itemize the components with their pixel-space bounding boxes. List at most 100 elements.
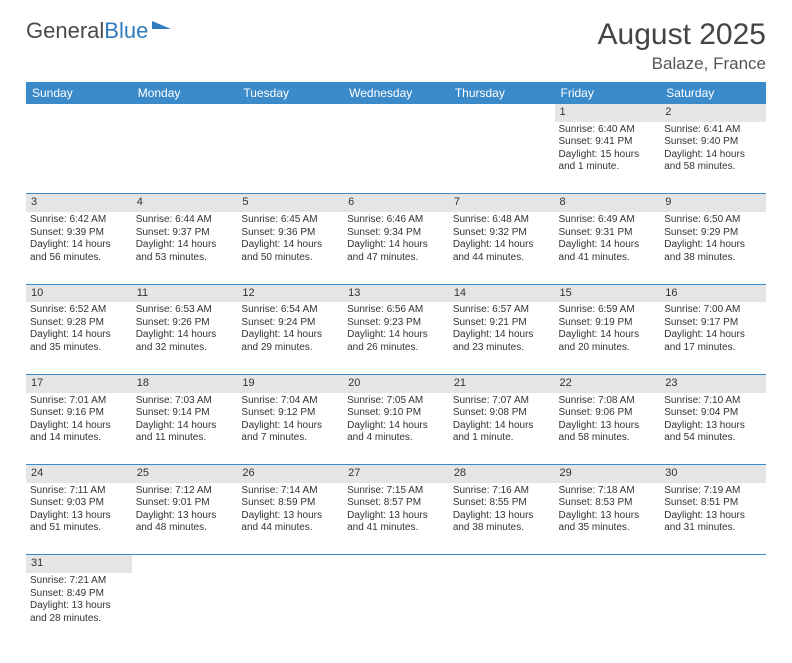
daylight-text: Daylight: 14 hours and 56 minutes. bbox=[30, 239, 128, 264]
day-number-cell: 8 bbox=[555, 194, 661, 212]
day-number-cell bbox=[343, 555, 449, 573]
sunrise-text: Sunrise: 6:44 AM bbox=[136, 214, 234, 227]
sunrise-text: Sunrise: 6:45 AM bbox=[241, 214, 339, 227]
sunrise-text: Sunrise: 7:15 AM bbox=[347, 485, 445, 498]
daylight-text: Daylight: 14 hours and 32 minutes. bbox=[136, 329, 234, 354]
sunrise-text: Sunrise: 7:03 AM bbox=[136, 395, 234, 408]
day-number-cell: 4 bbox=[132, 194, 238, 212]
day-number-cell: 22 bbox=[555, 374, 661, 392]
sunset-text: Sunset: 9:37 PM bbox=[136, 227, 234, 240]
sunset-text: Sunset: 9:08 PM bbox=[453, 407, 551, 420]
daylight-text: Daylight: 14 hours and 11 minutes. bbox=[136, 420, 234, 445]
day-content-cell: Sunrise: 7:21 AMSunset: 8:49 PMDaylight:… bbox=[26, 573, 132, 645]
day-content-row: Sunrise: 7:11 AMSunset: 9:03 PMDaylight:… bbox=[26, 483, 766, 555]
daylight-text: Daylight: 13 hours and 38 minutes. bbox=[453, 510, 551, 535]
day-number-cell: 24 bbox=[26, 465, 132, 483]
day-number-cell: 7 bbox=[449, 194, 555, 212]
day-content-cell: Sunrise: 7:18 AMSunset: 8:53 PMDaylight:… bbox=[555, 483, 661, 555]
day-header-row: Sunday Monday Tuesday Wednesday Thursday… bbox=[26, 82, 766, 104]
daynum-row: 12 bbox=[26, 104, 766, 122]
day-content-cell bbox=[343, 122, 449, 194]
day-content-cell: Sunrise: 6:44 AMSunset: 9:37 PMDaylight:… bbox=[132, 212, 238, 284]
day-content-cell: Sunrise: 7:14 AMSunset: 8:59 PMDaylight:… bbox=[237, 483, 343, 555]
day-content-row: Sunrise: 6:40 AMSunset: 9:41 PMDaylight:… bbox=[26, 122, 766, 194]
sunset-text: Sunset: 8:55 PM bbox=[453, 497, 551, 510]
sunrise-text: Sunrise: 6:49 AM bbox=[559, 214, 657, 227]
sunrise-text: Sunrise: 6:46 AM bbox=[347, 214, 445, 227]
day-content-cell: Sunrise: 6:49 AMSunset: 9:31 PMDaylight:… bbox=[555, 212, 661, 284]
location: Balaze, France bbox=[598, 54, 766, 74]
day-content-row: Sunrise: 6:42 AMSunset: 9:39 PMDaylight:… bbox=[26, 212, 766, 284]
logo: GeneralBlue bbox=[26, 18, 173, 44]
daylight-text: Daylight: 14 hours and 35 minutes. bbox=[30, 329, 128, 354]
day-content-cell: Sunrise: 7:05 AMSunset: 9:10 PMDaylight:… bbox=[343, 393, 449, 465]
sunset-text: Sunset: 9:04 PM bbox=[664, 407, 762, 420]
sunrise-text: Sunrise: 6:57 AM bbox=[453, 304, 551, 317]
title-block: August 2025 Balaze, France bbox=[598, 18, 766, 74]
day-number-cell: 29 bbox=[555, 465, 661, 483]
day-content-cell bbox=[132, 122, 238, 194]
day-header: Monday bbox=[132, 82, 238, 104]
day-number-cell: 16 bbox=[660, 284, 766, 302]
sunset-text: Sunset: 9:16 PM bbox=[30, 407, 128, 420]
day-content-cell bbox=[660, 573, 766, 645]
daylight-text: Daylight: 14 hours and 53 minutes. bbox=[136, 239, 234, 264]
sunrise-text: Sunrise: 7:19 AM bbox=[664, 485, 762, 498]
day-number-cell: 6 bbox=[343, 194, 449, 212]
day-content-cell: Sunrise: 7:04 AMSunset: 9:12 PMDaylight:… bbox=[237, 393, 343, 465]
sunrise-text: Sunrise: 7:21 AM bbox=[30, 575, 128, 588]
sunset-text: Sunset: 8:49 PM bbox=[30, 588, 128, 601]
day-content-cell: Sunrise: 6:45 AMSunset: 9:36 PMDaylight:… bbox=[237, 212, 343, 284]
daylight-text: Daylight: 14 hours and 41 minutes. bbox=[559, 239, 657, 264]
day-content-cell: Sunrise: 6:48 AMSunset: 9:32 PMDaylight:… bbox=[449, 212, 555, 284]
daylight-text: Daylight: 13 hours and 28 minutes. bbox=[30, 600, 128, 625]
day-content-cell: Sunrise: 7:07 AMSunset: 9:08 PMDaylight:… bbox=[449, 393, 555, 465]
header: GeneralBlue August 2025 Balaze, France bbox=[26, 18, 766, 74]
day-content-cell: Sunrise: 7:08 AMSunset: 9:06 PMDaylight:… bbox=[555, 393, 661, 465]
daylight-text: Daylight: 13 hours and 54 minutes. bbox=[664, 420, 762, 445]
daylight-text: Daylight: 14 hours and 29 minutes. bbox=[241, 329, 339, 354]
daylight-text: Daylight: 14 hours and 58 minutes. bbox=[664, 149, 762, 174]
sunset-text: Sunset: 9:17 PM bbox=[664, 317, 762, 330]
day-content-cell: Sunrise: 6:41 AMSunset: 9:40 PMDaylight:… bbox=[660, 122, 766, 194]
day-number-cell bbox=[132, 104, 238, 122]
logo-text-2: Blue bbox=[104, 18, 148, 44]
day-content-cell: Sunrise: 6:46 AMSunset: 9:34 PMDaylight:… bbox=[343, 212, 449, 284]
daylight-text: Daylight: 14 hours and 7 minutes. bbox=[241, 420, 339, 445]
day-content-row: Sunrise: 7:21 AMSunset: 8:49 PMDaylight:… bbox=[26, 573, 766, 645]
day-number-cell: 13 bbox=[343, 284, 449, 302]
sunset-text: Sunset: 9:26 PM bbox=[136, 317, 234, 330]
daylight-text: Daylight: 13 hours and 44 minutes. bbox=[241, 510, 339, 535]
daynum-row: 3456789 bbox=[26, 194, 766, 212]
day-content-cell: Sunrise: 7:03 AMSunset: 9:14 PMDaylight:… bbox=[132, 393, 238, 465]
day-header: Saturday bbox=[660, 82, 766, 104]
daylight-text: Daylight: 14 hours and 50 minutes. bbox=[241, 239, 339, 264]
day-number-cell: 23 bbox=[660, 374, 766, 392]
day-number-cell: 11 bbox=[132, 284, 238, 302]
sunset-text: Sunset: 9:32 PM bbox=[453, 227, 551, 240]
sunrise-text: Sunrise: 6:41 AM bbox=[664, 124, 762, 137]
day-number-cell: 2 bbox=[660, 104, 766, 122]
sunrise-text: Sunrise: 7:11 AM bbox=[30, 485, 128, 498]
sunrise-text: Sunrise: 7:05 AM bbox=[347, 395, 445, 408]
day-number-cell: 27 bbox=[343, 465, 449, 483]
day-content-cell: Sunrise: 6:42 AMSunset: 9:39 PMDaylight:… bbox=[26, 212, 132, 284]
day-header: Sunday bbox=[26, 82, 132, 104]
sunrise-text: Sunrise: 6:40 AM bbox=[559, 124, 657, 137]
day-content-cell bbox=[449, 122, 555, 194]
day-content-cell: Sunrise: 6:57 AMSunset: 9:21 PMDaylight:… bbox=[449, 302, 555, 374]
day-number-cell: 12 bbox=[237, 284, 343, 302]
day-number-cell: 10 bbox=[26, 284, 132, 302]
daylight-text: Daylight: 13 hours and 58 minutes. bbox=[559, 420, 657, 445]
sunset-text: Sunset: 9:14 PM bbox=[136, 407, 234, 420]
day-content-cell bbox=[237, 573, 343, 645]
sunrise-text: Sunrise: 6:48 AM bbox=[453, 214, 551, 227]
day-content-cell: Sunrise: 6:40 AMSunset: 9:41 PMDaylight:… bbox=[555, 122, 661, 194]
sunrise-text: Sunrise: 7:08 AM bbox=[559, 395, 657, 408]
sunrise-text: Sunrise: 7:12 AM bbox=[136, 485, 234, 498]
logo-text-1: General bbox=[26, 18, 104, 44]
day-content-cell: Sunrise: 7:11 AMSunset: 9:03 PMDaylight:… bbox=[26, 483, 132, 555]
sunset-text: Sunset: 9:06 PM bbox=[559, 407, 657, 420]
day-content-cell: Sunrise: 6:52 AMSunset: 9:28 PMDaylight:… bbox=[26, 302, 132, 374]
month-title: August 2025 bbox=[598, 18, 766, 52]
